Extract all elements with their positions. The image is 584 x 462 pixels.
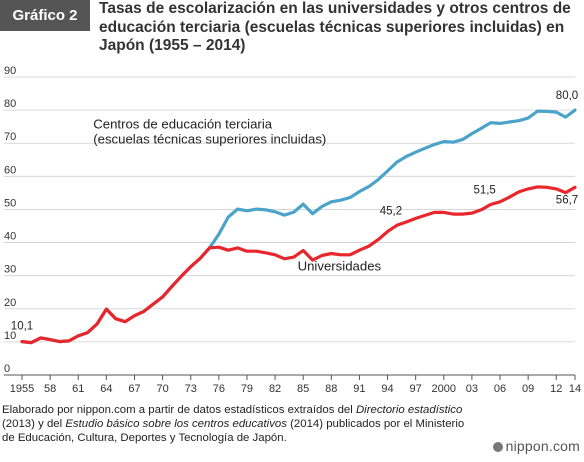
x-tick-label: 14 bbox=[569, 383, 581, 395]
series-lines bbox=[20, 108, 577, 345]
series-label: Universidades bbox=[298, 259, 382, 274]
chart-title: Tasas de escolarización en las universid… bbox=[99, 0, 571, 54]
y-tick-label: 30 bbox=[4, 264, 16, 276]
data-label: 80,0 bbox=[556, 90, 578, 102]
x-tick-label: 03 bbox=[466, 383, 478, 395]
data-annotations: 10,1 45,2 51,5 80,0 56,7 bbox=[11, 90, 578, 332]
y-tick-label: 60 bbox=[4, 164, 16, 176]
line-chart: 0 10 20 30 40 50 60 70 80 90 1955 58 61 64 67 70 73 76 79… bbox=[4, 65, 581, 395]
y-tick-label: 40 bbox=[4, 231, 16, 243]
data-label: 51,5 bbox=[473, 184, 495, 196]
x-tick-label: 67 bbox=[128, 383, 140, 395]
x-tick-label: 58 bbox=[44, 383, 56, 395]
source-note: Elaborado por nippon.com a partir de dat… bbox=[2, 403, 472, 446]
y-tick-label: 10 bbox=[4, 330, 16, 342]
x-tick-label: 1955 bbox=[10, 383, 34, 395]
x-tick-label: 79 bbox=[241, 383, 253, 395]
series-label: (escuelas técnicas superiores incluidas) bbox=[93, 131, 326, 146]
x-tick-label: 97 bbox=[410, 383, 422, 395]
x-tick-label: 61 bbox=[72, 383, 84, 395]
series-labels: Centros de educación terciaria(escuelas … bbox=[93, 116, 381, 273]
y-axis-ticks: 0 10 20 30 40 50 60 70 80 90 bbox=[4, 65, 16, 375]
x-tick-label: 09 bbox=[522, 383, 534, 395]
x-tick-label: 64 bbox=[100, 383, 112, 395]
x-tick-label: 94 bbox=[381, 383, 393, 395]
data-label: 45,2 bbox=[380, 205, 402, 217]
y-tick-label: 50 bbox=[4, 197, 16, 209]
y-tick-label: 0 bbox=[4, 363, 10, 375]
logo-dot-icon bbox=[492, 442, 503, 452]
note-title-2: Estudio básico sobre los centros educati… bbox=[65, 418, 287, 431]
x-tick-label: 2000 bbox=[432, 383, 456, 395]
y-tick-label: 80 bbox=[4, 98, 16, 110]
x-tick-label: 82 bbox=[269, 383, 281, 395]
y-tick-label: 20 bbox=[4, 297, 16, 309]
note-title-1: Directorio estadístico bbox=[355, 404, 463, 416]
note-text-1: Elaborado por nippon.com a partir de dat… bbox=[2, 404, 356, 416]
x-tick-label: 06 bbox=[494, 383, 506, 395]
x-axis-ticks: 1955 58 61 64 67 70 73 76 79 82 85 88 91 94 97 2000 03 06… bbox=[10, 375, 581, 395]
x-tick-label: 70 bbox=[156, 383, 168, 395]
y-tick-label: 70 bbox=[4, 131, 16, 143]
data-label: 10,1 bbox=[11, 321, 33, 333]
y-tick-label: 90 bbox=[4, 65, 16, 77]
x-tick-label: 85 bbox=[297, 383, 309, 395]
publisher-logo: nippon.com bbox=[492, 438, 580, 454]
note-text-2: (2013) y del bbox=[2, 418, 66, 431]
logo-text: nippon.com bbox=[505, 438, 580, 454]
series-label: Centros de educación terciaria bbox=[93, 116, 273, 131]
data-label: 56,7 bbox=[556, 194, 578, 206]
note-text-3: (2014) publicados por el Ministerio de E… bbox=[2, 418, 465, 445]
figure-badge: Gráfico 2 bbox=[0, 0, 90, 31]
x-tick-label: 73 bbox=[185, 383, 197, 395]
series-line-universidades bbox=[20, 185, 577, 345]
gridlines bbox=[4, 76, 575, 376]
x-tick-label: 76 bbox=[213, 383, 225, 395]
x-tick-label: 88 bbox=[325, 383, 337, 395]
x-tick-label: 12 bbox=[550, 383, 562, 395]
x-tick-label: 91 bbox=[353, 383, 365, 395]
